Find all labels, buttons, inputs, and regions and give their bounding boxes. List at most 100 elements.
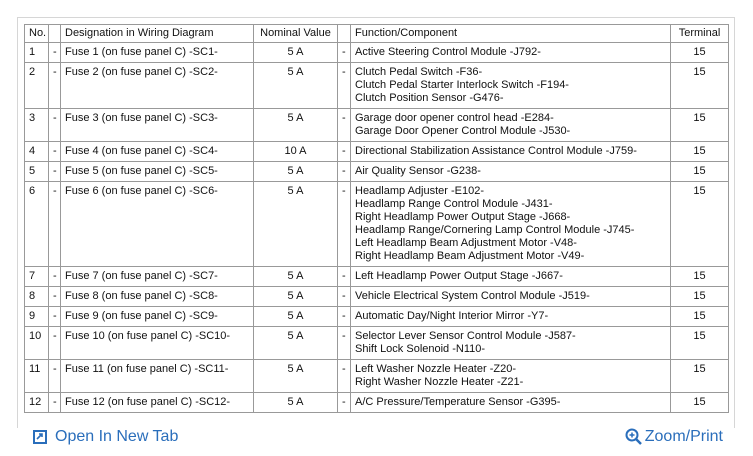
separator-cell: -	[337, 161, 351, 182]
designation-cell: Fuse 3 (on fuse panel C) -SC3-	[60, 108, 254, 142]
function-line: Left Headlamp Beam Adjustment Motor -V48…	[355, 237, 577, 249]
function-line: Vehicle Electrical System Control Module…	[355, 290, 590, 302]
terminal-cell: 15	[670, 286, 729, 307]
no-cell: 3	[24, 108, 49, 142]
no-cell: 9	[24, 306, 49, 327]
zoom-link[interactable]: Zoom/Print	[625, 428, 723, 446]
function-cell: Left Washer Nozzle Heater -Z20- Right Was…	[350, 359, 671, 393]
separator-cell: -	[337, 141, 351, 162]
table-row: 6- Fuse 6 (on fuse panel C) -SC6- 5 A - Head…	[24, 181, 729, 267]
function-cell: Vehicle Electrical System Control Module…	[350, 286, 671, 307]
separator-cell: -	[337, 306, 351, 327]
function-line: Automatic Day/Night Interior Mirror -Y7-	[355, 310, 549, 322]
value-cell: 10 A	[253, 141, 338, 162]
terminal-cell: 15	[670, 326, 729, 360]
open-link[interactable]: Open In New Tab	[33, 428, 178, 446]
table-row: 5- Fuse 5 (on fuse panel C) -SC5- 5 A - Air …	[24, 161, 729, 182]
function-cell: Air Quality Sensor -G238-	[350, 161, 671, 182]
header-cell: Nominal Value	[253, 24, 338, 43]
terminal-cell: 15	[670, 108, 729, 142]
header-cell: Function/Component	[350, 24, 671, 43]
function-line: Directional Stabilization Assistance Con…	[355, 145, 637, 157]
value-cell: 5 A	[253, 359, 338, 393]
value-cell: 5 A	[253, 62, 338, 109]
separator-cell: -	[337, 62, 351, 109]
separator-cell: -	[48, 359, 61, 393]
designation-cell: Fuse 6 (on fuse panel C) -SC6-	[60, 181, 254, 267]
function-line: A/C Pressure/Temperature Sensor -G395-	[355, 396, 561, 408]
function-line: Headlamp Range/Cornering Lamp Control Mo…	[355, 224, 635, 236]
function-cell: Clutch Pedal Switch -F36- Clutch Pedal St…	[350, 62, 671, 109]
value-cell: 5 A	[253, 392, 338, 413]
terminal-cell: 15	[670, 306, 729, 327]
function-cell: Garage door opener control head -E284- Ga…	[350, 108, 671, 142]
table-row: 1- Fuse 1 (on fuse panel C) -SC1- 5 A - Acti…	[24, 42, 729, 63]
zoom-link-text[interactable]: Zoom/Print	[644, 428, 723, 445]
value-cell: 5 A	[253, 108, 338, 142]
table-row: 8- Fuse 8 (on fuse panel C) -SC8- 5 A - Vehi…	[24, 286, 729, 307]
function-cell: Selector Lever Sensor Control Module -J5…	[350, 326, 671, 360]
zoom-icon	[625, 428, 642, 445]
value-cell: 5 A	[253, 266, 338, 287]
function-line: Clutch Pedal Starter Interlock Switch -F…	[355, 79, 569, 91]
fuse-table: No. Designation in Wiring Diagram Nomina…	[24, 24, 729, 413]
open-link-text[interactable]: Open In New Tab	[55, 428, 179, 445]
designation-cell: Fuse 4 (on fuse panel C) -SC4-	[60, 141, 254, 162]
separator-cell: -	[48, 306, 61, 327]
table-row: 10- Fuse 10 (on fuse panel C) -SC10- 5 A-S…	[24, 326, 729, 360]
terminal-cell: 15	[670, 266, 729, 287]
frame	[17, 17, 735, 428]
function-line: Clutch Pedal Switch -F36-	[355, 66, 483, 78]
designation-cell: Fuse 8 (on fuse panel C) -SC8-	[60, 286, 254, 307]
value-cell: 5 A	[253, 306, 338, 327]
header-row: No. Designation in Wiring Diagram Nomina…	[24, 24, 729, 43]
function-cell: Directional Stabilization Assistance Con…	[350, 141, 671, 162]
designation-cell: Fuse 2 (on fuse panel C) -SC2-	[60, 62, 254, 109]
table-row: 12- Fuse 12 (on fuse panel C) -SC12- 5 A-A…	[24, 392, 729, 413]
function-cell: A/C Pressure/Temperature Sensor -G395-	[350, 392, 671, 413]
function-cell: Active Steering Control Module -J792-	[350, 42, 671, 63]
header-cell	[48, 24, 61, 43]
terminal-cell: 15	[670, 392, 729, 413]
function-line: Garage door opener control head -E284-	[355, 112, 554, 124]
function-line: Right Washer Nozzle Heater -Z21-	[355, 376, 524, 388]
designation-cell: Fuse 5 (on fuse panel C) -SC5-	[60, 161, 254, 182]
separator-cell: -	[337, 42, 351, 63]
function-line: Right Headlamp Power Output Stage -J668-	[355, 211, 571, 223]
no-cell: 6	[24, 181, 49, 267]
table-row: 2- Fuse 2 (on fuse panel C) -SC2- 5 A - Clut…	[24, 62, 729, 109]
no-cell: 5	[24, 161, 49, 182]
separator-cell: -	[48, 392, 61, 413]
terminal-cell: 15	[670, 62, 729, 109]
designation-cell: Fuse 11 (on fuse panel C) -SC11-	[60, 359, 254, 393]
open-icon	[33, 430, 47, 444]
header-cell	[337, 24, 351, 43]
function-line: Clutch Position Sensor -G476-	[355, 92, 504, 104]
function-line: Left Headlamp Power Output Stage -J667-	[355, 270, 563, 282]
terminal-cell: 15	[670, 141, 729, 162]
function-line: Selector Lever Sensor Control Module -J5…	[355, 330, 576, 342]
designation-cell: Fuse 9 (on fuse panel C) -SC9-	[60, 306, 254, 327]
function-cell: Automatic Day/Night Interior Mirror -Y7-	[350, 306, 671, 327]
function-line: Left Washer Nozzle Heater -Z20-	[355, 363, 516, 375]
separator-cell: -	[48, 286, 61, 307]
function-line: Headlamp Adjuster -E102-	[355, 185, 485, 197]
function-line: Right Headlamp Beam Adjustment Motor -V4…	[355, 250, 585, 262]
separator-cell: -	[337, 392, 351, 413]
separator-cell: -	[337, 326, 351, 360]
terminal-cell: 15	[670, 42, 729, 63]
no-cell: 12	[24, 392, 49, 413]
separator-cell: -	[337, 181, 351, 267]
no-cell: 10	[24, 326, 49, 360]
terminal-cell: 15	[670, 161, 729, 182]
designation-cell: Fuse 7 (on fuse panel C) -SC7-	[60, 266, 254, 287]
function-line: Active Steering Control Module -J792-	[355, 46, 541, 58]
table-row: 4- Fuse 4 (on fuse panel C) -SC4- 10 A - Dir…	[24, 141, 729, 162]
separator-cell: -	[337, 108, 351, 142]
header-cell: No.	[24, 24, 49, 43]
table-row: 9- Fuse 9 (on fuse panel C) -SC9- 5 A - Auto…	[24, 306, 729, 327]
terminal-cell: 15	[670, 359, 729, 393]
separator-cell: -	[48, 181, 61, 267]
separator-cell: -	[48, 141, 61, 162]
